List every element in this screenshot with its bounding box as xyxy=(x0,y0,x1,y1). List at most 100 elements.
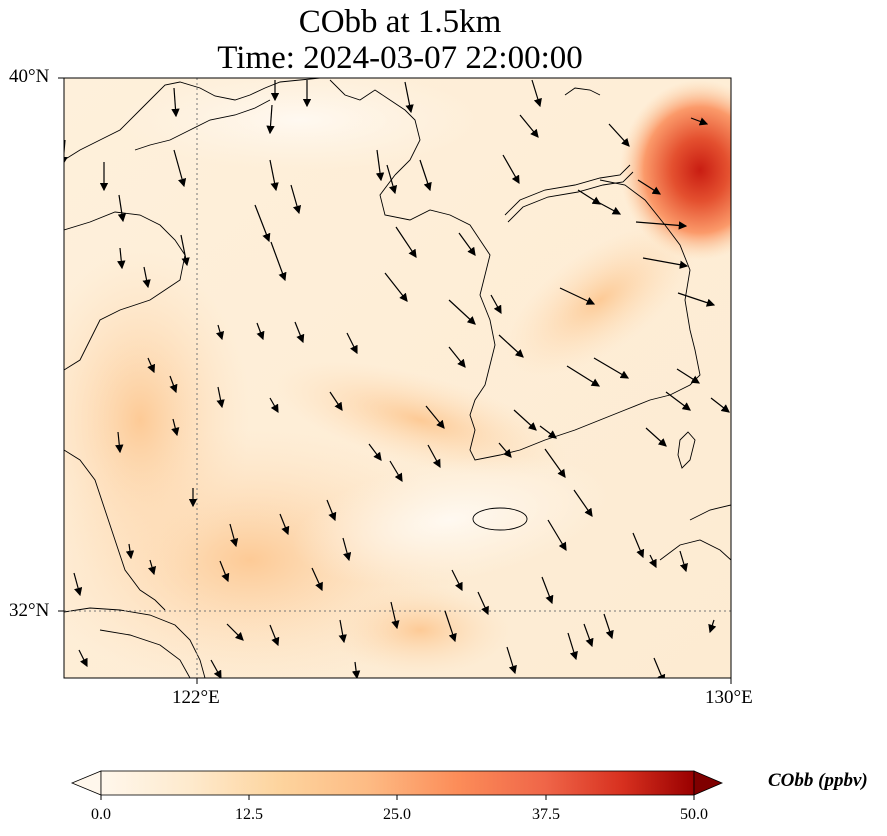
coastline-jiangsu xyxy=(64,449,166,611)
wind-arrow xyxy=(229,523,239,548)
lon-label-122e: 122°E xyxy=(172,687,220,708)
wind-arrow xyxy=(519,114,539,138)
colorbar-extend-low xyxy=(70,770,102,796)
wind-arrow xyxy=(567,632,578,661)
lon-label-130e: 130°E xyxy=(705,687,753,708)
field-pale-north xyxy=(120,78,480,170)
colorbar-tick-label: 37.5 xyxy=(532,806,560,823)
wind-arrow xyxy=(290,184,302,215)
wind-arrow xyxy=(279,513,290,536)
wind-arrow xyxy=(125,543,135,560)
wind-arrow xyxy=(180,234,190,267)
wind-arrow xyxy=(169,375,178,394)
wind-arrow xyxy=(147,559,157,576)
wind-arrow xyxy=(665,391,691,411)
wind-arrow xyxy=(710,397,730,413)
coastline-liaodong xyxy=(134,99,271,151)
lat-label-32n: 32°N xyxy=(9,600,50,621)
wind-arrow xyxy=(73,572,83,597)
colorbar-label: CObb (ppbv) xyxy=(768,770,868,791)
wind-arrow xyxy=(216,386,225,409)
gridlines xyxy=(64,78,731,678)
wind-arrow xyxy=(649,554,657,569)
wind-arrow xyxy=(448,299,476,325)
wind-arrow xyxy=(326,499,337,522)
wind-arrow xyxy=(539,425,557,439)
coastline-korea-east xyxy=(564,87,601,96)
wind-arrow xyxy=(338,619,347,644)
wind-arrow xyxy=(498,442,512,458)
wind-arrow xyxy=(458,232,476,256)
field-warm-ne xyxy=(505,224,695,376)
field-hotspot xyxy=(620,80,731,260)
axis-ticks xyxy=(58,77,732,684)
wind-arrow xyxy=(117,247,126,270)
wind-arrow xyxy=(603,613,614,640)
field-pale-band xyxy=(292,454,608,586)
wind-arrow xyxy=(419,159,432,192)
wind-arrow xyxy=(635,221,688,230)
wind-arrow xyxy=(544,448,566,478)
coastline-korea-north-2 xyxy=(507,171,634,223)
wind-arrow xyxy=(444,610,457,643)
wind-arrow xyxy=(256,322,265,341)
colorbar-tick-label: 12.5 xyxy=(235,806,263,823)
wind-arrow xyxy=(653,657,666,678)
colorbar-tick-label: 0.0 xyxy=(91,806,111,823)
wind-arrow xyxy=(427,444,441,469)
coastline-korea-north xyxy=(504,164,631,216)
wind-arrow xyxy=(351,661,361,678)
wind-arrow xyxy=(386,164,398,195)
wind-arrow xyxy=(593,199,622,215)
wind-arrow xyxy=(451,569,463,592)
wind-arrow xyxy=(173,149,187,188)
wind-arrow xyxy=(294,321,305,344)
wind-arrow xyxy=(171,418,180,437)
wind-arrow xyxy=(593,357,630,379)
wind-arrow xyxy=(448,346,466,368)
wind-arrow xyxy=(608,123,630,147)
wind-arrow xyxy=(270,241,287,282)
wind-arrow xyxy=(226,623,244,641)
field-warm-s xyxy=(330,585,510,675)
wind-arrow xyxy=(506,646,517,675)
tsushima-island xyxy=(677,431,696,469)
wind-arrow xyxy=(389,460,403,483)
wind-arrow xyxy=(498,334,524,358)
wind-arrow xyxy=(541,576,554,605)
wind-arrow xyxy=(690,117,709,126)
wind-arrow xyxy=(390,601,400,630)
wind-arrow xyxy=(342,537,352,562)
concentration-field xyxy=(64,78,731,678)
wind-arrow xyxy=(566,365,601,387)
field-warm-band xyxy=(274,361,566,479)
wind-arrow xyxy=(477,591,489,616)
wind-arrow xyxy=(679,550,688,573)
coastline-liaoning xyxy=(329,79,421,176)
coastline-yangtze xyxy=(64,607,206,678)
wind-arrow xyxy=(329,391,343,411)
wind-arrow xyxy=(210,659,222,678)
lat-label-40n: 40°N xyxy=(9,66,50,87)
wind-arrow xyxy=(215,324,225,341)
wind-arrow xyxy=(531,79,542,108)
field-warm-w xyxy=(64,250,250,590)
colorbar-tick-label: 25.0 xyxy=(383,806,411,823)
wind-arrow xyxy=(642,257,689,269)
wind-arrow xyxy=(547,519,567,552)
wind-arrow xyxy=(346,332,358,355)
wind-arrow xyxy=(375,149,385,182)
wind-arrow xyxy=(254,204,271,243)
wind-arrow xyxy=(637,179,662,195)
wind-arrow xyxy=(677,292,716,307)
wind-arrow xyxy=(404,81,414,114)
coastlines xyxy=(64,78,731,678)
wind-arrow xyxy=(708,619,717,634)
japan-kyushu xyxy=(659,504,731,561)
wind-arrow xyxy=(269,397,279,414)
wind-arrow xyxy=(266,104,275,135)
title-line-1: CObb at 1.5km xyxy=(298,4,502,40)
wind-arrow xyxy=(142,266,151,289)
coastline-yangtze-2 xyxy=(99,629,191,678)
